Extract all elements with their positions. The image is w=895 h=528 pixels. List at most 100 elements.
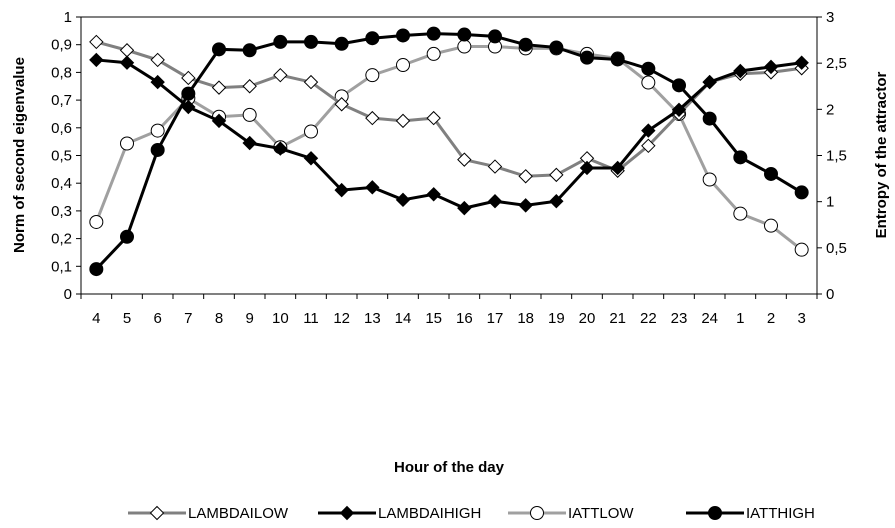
data-point: [457, 27, 472, 42]
data-point: [150, 123, 165, 138]
data-point: [334, 97, 349, 112]
x-tick-label: 7: [184, 310, 192, 327]
x-tick-label: 17: [487, 310, 504, 327]
series-iattlow: [89, 39, 809, 257]
data-point: [549, 40, 564, 55]
data-point: [211, 113, 227, 129]
data-point: [334, 36, 349, 51]
right-tick-label: 2,5: [826, 55, 847, 72]
data-point: [641, 75, 656, 90]
plot-area: [80, 16, 818, 295]
data-point: [702, 74, 717, 90]
data-point: [150, 74, 165, 90]
data-point: [304, 34, 318, 49]
left-axis: 0 0,1 0,2 0,3 0,4 0,5 0,6 0,7 0,8 0,9 1: [51, 9, 81, 303]
left-tick-label: 0,3: [51, 203, 72, 220]
x-tick-label: 20: [579, 310, 596, 327]
left-tick-label: 0,5: [51, 148, 72, 165]
data-point: [334, 182, 349, 198]
x-tick-label: 16: [456, 310, 473, 327]
data-point: [457, 152, 472, 167]
data-point: [426, 110, 441, 126]
data-point: [764, 218, 778, 233]
data-point: [549, 193, 564, 209]
x-tick-label: 23: [671, 310, 688, 327]
data-point: [212, 42, 226, 57]
data-point: [487, 159, 503, 174]
data-point: [549, 167, 564, 183]
x-axis: 4 5 6 7 8 9 10 11 12 13 14 15 16 17 18 19 20 21 22 23 24 1 2 3: [80, 294, 818, 327]
data-point: [303, 151, 319, 166]
right-tick-label: 0: [826, 286, 834, 303]
x-tick-label: 6: [153, 310, 161, 327]
data-point: [641, 138, 656, 154]
data-point: [211, 80, 227, 95]
data-point: [181, 70, 196, 86]
x-tick-label: 14: [395, 310, 412, 327]
x-tick-label: 4: [92, 310, 100, 327]
legend-item-lambdaihigh: LAMBDAIHIGH: [318, 505, 481, 522]
legend-swatch-marker: [339, 505, 355, 521]
x-tick-label: 13: [364, 310, 381, 327]
data-point: [365, 31, 380, 46]
data-point: [150, 52, 165, 68]
legend-label: LAMBDAIHIGH: [378, 505, 481, 522]
data-point: [457, 39, 472, 54]
data-point: [518, 37, 533, 52]
data-point: [733, 206, 748, 221]
data-point: [181, 86, 196, 101]
right-tick-label: 2: [826, 101, 834, 118]
left-axis-title: Norm of second eigenvalue: [11, 57, 28, 253]
right-tick-label: 3: [826, 9, 834, 26]
data-point: [365, 180, 380, 195]
data-point: [365, 68, 380, 83]
data-point: [580, 50, 594, 65]
data-point: [365, 110, 380, 126]
data-point: [89, 262, 104, 277]
data-point: [671, 102, 687, 118]
data-point: [89, 214, 104, 229]
data-point: [150, 142, 165, 157]
data-point: [242, 135, 257, 151]
data-point: [242, 43, 257, 58]
data-point: [518, 198, 533, 213]
right-tick-label: 0,5: [826, 240, 847, 257]
right-tick-label: 1,5: [826, 148, 847, 165]
left-tick-label: 0,2: [51, 231, 72, 248]
x-tick-label: 8: [215, 310, 223, 327]
data-point: [610, 52, 625, 67]
left-tick-label: 0,8: [51, 64, 72, 81]
data-point: [120, 229, 134, 244]
data-point: [641, 61, 656, 76]
left-tick-label: 0,1: [51, 258, 72, 275]
legend-item-iatthigh: IATTHIGH: [686, 505, 815, 522]
data-point: [395, 192, 411, 208]
left-tick-label: 1: [64, 9, 72, 26]
data-point: [763, 59, 779, 75]
series-line: [95, 32, 803, 271]
left-tick-label: 0,4: [51, 175, 72, 192]
data-point: [733, 150, 748, 165]
legend: LAMBDAILOW LAMBDAIHIGH IATTLOW IATTHIGH: [128, 505, 815, 522]
data-point: [396, 58, 410, 73]
right-axis: 0 0,5 1 1,5 2 2,5 3: [817, 9, 847, 303]
legend-label: IATTHIGH: [746, 505, 815, 522]
x-tick-label: 18: [517, 310, 534, 327]
data-point: [181, 99, 196, 115]
x-tick-label: 9: [245, 310, 253, 327]
series-lambdaihigh: [89, 52, 809, 216]
data-point: [120, 136, 134, 151]
data-point: [457, 200, 472, 216]
legend-swatch-marker: [149, 505, 165, 521]
data-point: [273, 141, 288, 156]
data-point: [579, 160, 595, 176]
data-point: [610, 160, 625, 176]
x-tick-label: 22: [640, 310, 657, 327]
data-point: [488, 29, 502, 44]
legend-label: IATTLOW: [568, 505, 634, 522]
data-point: [672, 78, 686, 93]
data-point: [304, 124, 318, 139]
right-axis-title: Entropy of the attractor: [873, 72, 890, 239]
x-tick-label: 2: [767, 310, 775, 327]
legend-swatch-marker: [530, 506, 544, 520]
